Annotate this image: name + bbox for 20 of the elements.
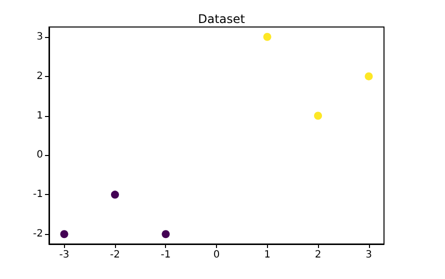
y-tick-label: -2 — [33, 228, 43, 240]
x-tick-label: 2 — [314, 250, 322, 260]
x-tick-label: 1 — [264, 250, 270, 260]
y-tick-label: 0 — [36, 150, 43, 161]
point — [263, 32, 272, 41]
chart-title: Dataset — [198, 12, 246, 26]
x-tick-label: -3 — [59, 250, 70, 260]
point — [314, 112, 322, 120]
x-tick-label: 0 — [213, 250, 220, 260]
y-tick-label: -1 — [33, 189, 43, 200]
x-tick-label: -2 — [110, 250, 120, 260]
point — [60, 230, 68, 238]
x-tick-label: 3 — [366, 250, 372, 260]
point — [364, 72, 373, 80]
point — [162, 230, 170, 238]
point — [110, 190, 119, 199]
y-tick-label: 2 — [36, 70, 43, 82]
y-tick-label: 3 — [36, 31, 43, 42]
x-tick-label: -1 — [160, 250, 171, 260]
y-tick-label: 1 — [36, 110, 43, 122]
